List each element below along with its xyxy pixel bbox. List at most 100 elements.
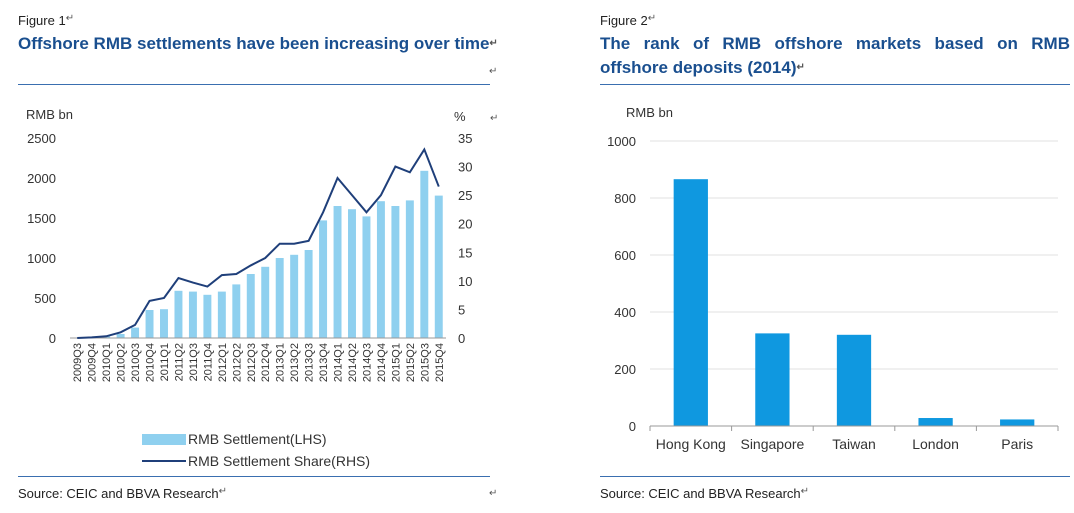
figure-2-label-text: Figure 2 [600,13,648,28]
right-axis-unit: % [454,109,466,124]
x-tick-label: 2010Q2 [116,343,128,382]
figure-1-top-rule [18,84,490,85]
y-tick-label: 1000 [607,134,636,149]
settlement-bar [304,250,313,338]
settlement-bar [333,206,342,338]
figure-1-title-text: Offshore RMB settlements have been incre… [18,34,490,53]
settlement-bar [160,309,168,338]
x-tick-label: 2011Q4 [202,343,214,381]
left-tick-label: 500 [34,291,56,306]
x-tick-label: 2014Q4 [376,343,388,382]
x-tick-label: 2010Q4 [145,343,157,382]
x-tick-label: 2010Q3 [130,343,142,382]
x-tick-label: 2013Q1 [275,343,287,382]
figure-2-bottom-rule [600,476,1070,477]
settlement-bar [391,206,400,338]
settlement-bar [246,274,255,338]
figure-2-panel: Figure 2 ↵ The rank of RMB offshore marke… [580,0,1074,513]
y-tick-label: 400 [614,305,636,320]
right-tick-label: 15 [458,245,472,260]
x-tick-label: 2012Q2 [231,343,243,382]
settlement-bar [188,291,197,338]
paragraph-mark: ↵ [489,488,498,499]
x-tick-label: 2012Q1 [217,343,229,382]
x-tick-label: 2015Q2 [405,343,417,382]
figure-1-label: Figure 1 ↵ [18,13,74,28]
settlement-bar [232,284,241,338]
x-tick-label: 2014Q2 [347,343,359,382]
settlement-bar [420,170,429,338]
deposit-bar [673,179,708,426]
deposit-bar [836,334,872,426]
figure-1-label-text: Figure 1 [18,13,66,28]
left-axis-unit: RMB bn [26,107,73,122]
right-tick-label: 20 [458,217,472,232]
settlement-bar [362,216,371,338]
x-tick-label: 2015Q3 [419,343,431,382]
settlement-bar [217,291,226,338]
x-tick-label: Singapore [740,436,804,452]
figure-2-source: Source: CEIC and BBVA Research ↵ [600,486,809,501]
legend-bar-swatch [142,434,186,445]
right-tick-label: 35 [458,131,472,146]
figure-2-source-text: Source: CEIC and BBVA Research [600,486,801,501]
figure-2-label: Figure 2 ↵ [600,13,656,28]
paragraph-mark: ↵ [800,486,810,497]
x-tick-label: 2011Q3 [188,343,200,381]
x-tick-label: London [912,436,959,452]
settlement-share-line [77,147,440,339]
x-tick-label: 2012Q3 [246,343,258,382]
settlement-bar [261,266,270,338]
x-tick-label: Paris [1001,436,1033,452]
right-tick-label: 25 [458,188,472,203]
paragraph-mark: ↵ [65,13,75,24]
x-tick-label: 2012Q4 [260,343,272,382]
paragraph-mark: ↵ [647,13,657,24]
settlement-bar [290,254,299,338]
figure-1-panel: Figure 1 ↵ Offshore RMB settlements have … [0,0,520,513]
settlement-bar [405,200,414,338]
figure-1-bottom-rule [18,476,490,477]
right-tick-label: 10 [458,274,472,289]
x-tick-label: 2013Q2 [289,343,301,382]
x-tick-label: Taiwan [832,436,876,452]
settlement-bar [145,310,154,338]
settlement-bar [376,201,385,338]
x-tick-label: 2015Q4 [434,343,446,382]
right-tick-label: 0 [458,331,465,346]
deposit-bar [1000,419,1035,426]
y-tick-label: 200 [614,362,636,377]
legend-bar-label: RMB Settlement(LHS) [188,431,326,447]
settlement-bar [116,334,125,338]
figure-2-top-rule [600,84,1070,85]
x-tick-label: 2013Q3 [304,343,316,382]
left-tick-label: 2500 [27,131,56,146]
x-tick-label: 2014Q3 [361,343,373,382]
paragraph-mark: ↵ [489,66,498,77]
paragraph-mark: ↵ [218,486,228,497]
left-tick-label: 0 [49,331,56,346]
x-tick-label: Hong Kong [656,436,726,452]
paragraph-mark: ↵ [796,62,805,73]
figure-1-source: Source: CEIC and BBVA Research ↵ [18,486,227,501]
right-tick-label: 30 [458,160,472,175]
x-tick-label: 2011Q1 [159,343,171,381]
figure-2-chart: RMB bn 0 200 400 600 800 1000 Hong Kong Singapor… [607,105,1059,452]
x-tick-label: 2011Q2 [173,343,185,381]
left-tick-label: 1000 [27,251,56,266]
figure-2-title: The rank of RMB offshore markets based o… [600,32,1070,80]
x-tick-label: 2010Q1 [101,343,113,382]
figure-1-chart: RMB bn% ↵ 0 500 1000 1500 2000 2500 0 5 10 15 20 25 30… [26,107,498,469]
figure-1-title: Offshore RMB settlements have been incre… [18,32,498,56]
left-tick-label: 1500 [27,211,56,226]
deposit-bar [755,333,790,427]
settlement-bar [319,220,328,338]
legend-line-label: RMB Settlement Share(RHS) [188,453,370,469]
paragraph-mark: ↵ [490,113,498,124]
settlement-bar [434,195,443,338]
y-tick-label: 600 [614,248,636,263]
settlement-bar [131,327,140,338]
right-tick-label: 5 [458,302,465,317]
paragraph-mark: ↵ [489,38,498,49]
settlement-bar [275,258,284,338]
